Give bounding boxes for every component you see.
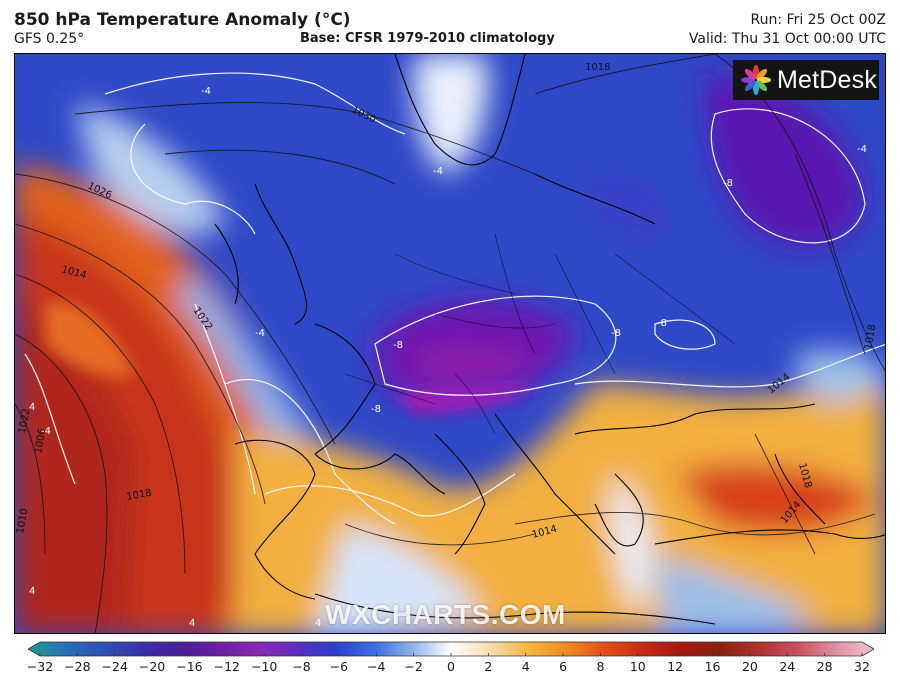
anomaly-labels: -4 -4 -4 -8 -8 -8 -8 -8 -4 4 4 4 4 -4 bbox=[29, 86, 867, 629]
anomaly-field bbox=[15, 54, 885, 633]
colorbar-tick-label: 28 bbox=[816, 659, 833, 674]
metdesk-logo: MetDesk bbox=[733, 60, 879, 100]
isobars bbox=[15, 54, 885, 633]
isobar-label: 1018 bbox=[863, 324, 878, 351]
colorbar-tick-label: −20 bbox=[138, 659, 166, 674]
country-borders bbox=[344, 233, 736, 435]
anomaly-map-svg: 1018 1026 1030 1014 1022 1010 1006 1018 … bbox=[15, 54, 885, 633]
colorbar-tick-label: 16 bbox=[704, 659, 721, 674]
isobar-label: 1022 bbox=[17, 408, 32, 435]
colorbar-tick-label: 10 bbox=[629, 659, 646, 674]
chart-header: 850 hPa Temperature Anomaly (°C) GFS 0.2… bbox=[0, 0, 900, 52]
anomaly-label: -4 bbox=[857, 144, 867, 155]
colorbar-tick-label: 6 bbox=[559, 659, 568, 674]
anomaly-label: -4 bbox=[433, 166, 443, 177]
colorbar-tick-label: −6 bbox=[329, 659, 349, 674]
isobar-label: 1006 bbox=[33, 428, 48, 455]
valid-time: Valid: Thu 31 Oct 00:00 UTC bbox=[688, 31, 886, 47]
anomaly-label: -8 bbox=[657, 318, 667, 329]
chart-title: 850 hPa Temperature Anomaly (°C) bbox=[14, 10, 351, 30]
colorbar-scale bbox=[28, 641, 874, 657]
climatology-base: Base: CFSR 1979-2010 climatology bbox=[300, 31, 555, 46]
run-time: Run: Fri 25 Oct 00Z bbox=[750, 12, 886, 28]
colorbar-tick-label: 20 bbox=[741, 659, 758, 674]
anomaly-label: 4 bbox=[29, 586, 35, 597]
anomaly-label: 4 bbox=[29, 402, 35, 413]
metdesk-logo-text: MetDesk bbox=[777, 65, 878, 94]
colorbar-tick-label: 4 bbox=[521, 659, 530, 674]
colorbar-tick-label: 2 bbox=[484, 659, 493, 674]
metdesk-logo-icon bbox=[741, 65, 771, 95]
anomaly-label: -4 bbox=[255, 328, 265, 339]
isobar-label: 1018 bbox=[585, 62, 610, 73]
colorbar-tick-label: −24 bbox=[101, 659, 128, 674]
colorbar-tick-label: −16 bbox=[176, 659, 203, 674]
colorbar-tick-label: 0 bbox=[447, 659, 455, 674]
colorbar-tick-label: −4 bbox=[367, 659, 386, 674]
colorbar: −32 −28 −24 −20 −16 −12 −10 −8 −6 −4 −2 0 2 4 6 8 10 12 16… bbox=[26, 641, 874, 685]
wxcharts-watermark: WXCHARTS.COM bbox=[325, 599, 566, 630]
model-label: GFS 0.25° bbox=[14, 31, 85, 47]
anomaly-label: 4 bbox=[189, 618, 195, 629]
colorbar-tick-label: −8 bbox=[292, 659, 311, 674]
anomaly-detail bbox=[45, 177, 667, 414]
colorbar-tick-label: −12 bbox=[213, 659, 241, 674]
colorbar-tick-label: −28 bbox=[64, 659, 91, 674]
anomaly-label: 4 bbox=[315, 618, 321, 629]
colorbar-tick-label: 24 bbox=[779, 659, 796, 674]
anomaly-label: -8 bbox=[393, 340, 403, 351]
isobar-label: 1018 bbox=[126, 488, 153, 503]
anomaly-label: -4 bbox=[41, 426, 51, 437]
anomaly-label: -4 bbox=[201, 86, 211, 97]
colorbar-tick-label: −10 bbox=[250, 659, 278, 674]
weather-map: 1018 1026 1030 1014 1022 1010 1006 1018 … bbox=[14, 53, 886, 634]
coastlines bbox=[214, 54, 885, 625]
isobar-label: 1010 bbox=[15, 508, 30, 535]
anomaly-label: -8 bbox=[723, 178, 733, 189]
colorbar-tick-label: 8 bbox=[596, 659, 605, 674]
anomaly-contours bbox=[24, 72, 885, 525]
colorbar-tick-label: 12 bbox=[667, 659, 684, 674]
colorbar-tick-label: 32 bbox=[854, 659, 870, 674]
anomaly-label: -8 bbox=[371, 404, 381, 415]
colorbar-tick-label: −32 bbox=[26, 659, 54, 674]
colorbar-tick-label: −2 bbox=[404, 659, 423, 674]
anomaly-label: -8 bbox=[611, 328, 621, 339]
